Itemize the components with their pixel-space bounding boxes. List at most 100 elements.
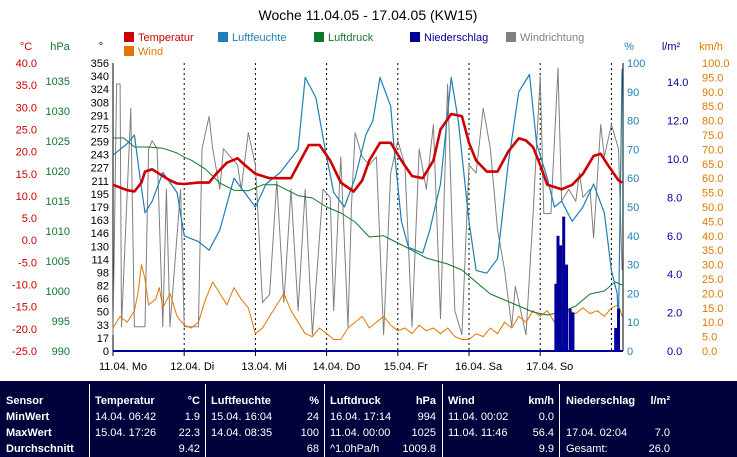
temperature-tick: 5.0 [22,213,37,225]
column-divider [89,384,90,457]
humidity-tick: 20 [627,288,639,300]
temperature-tick: 0.0 [22,235,37,247]
humidity-tick: 60 [627,173,639,185]
table-cell-press-val: 994 [417,411,436,423]
table-cell-rain-time: 17.04. 02:04 [566,427,628,439]
table-cell-rain-val: 7.0 [654,427,670,439]
temperature-line [112,112,623,193]
pressure-tick: 1005 [46,256,70,268]
direction-tick: 356 [91,58,109,70]
wind-tick: 20.0 [702,288,723,300]
table-cell-press-val: 1025 [411,427,436,439]
wind-tick: 100.0 [702,58,730,70]
direction-tick: 275 [91,123,109,135]
wind-tick: 55.0 [702,188,723,200]
direction-tick: 340 [91,71,109,83]
wind-tick: 65.0 [702,159,723,171]
table-cell-wind-time: 11.04. 00:02 [448,411,509,423]
pressure-axis-unit: hPa [50,41,70,53]
precipitation-bar [562,216,566,351]
precipitation-tick: 12.0 [667,116,688,128]
wind-tick: 80.0 [702,116,723,128]
header-wind: Wind [448,395,475,407]
direction-tick: 130 [91,241,109,253]
direction-tick: 195 [91,189,109,201]
header-precipitation: Niederschlag [566,395,636,407]
table-cell-rain-time: Gesamt: [566,443,608,455]
header-pressure-unit: hPa [415,395,436,407]
wind-axis-unit: km/h [699,41,723,53]
x-label: 12.04. Di [170,361,214,373]
header-humidity-unit: % [309,395,319,407]
temperature-tick: 25.0 [16,124,37,136]
legend-swatch [218,32,228,42]
humidity-tick: 80 [627,116,639,128]
pressure-tick: 1030 [46,106,70,118]
direction-tick: 17 [97,333,109,345]
legend-label: Luftdruck [328,32,374,44]
legend-swatch [314,32,324,42]
wind-tick: 45.0 [702,216,723,228]
table-cell-temp-val: 1.9 [184,411,200,423]
direction-tick: 33 [97,320,109,332]
direction-tick: 163 [91,215,109,227]
table-cell-press-val: 1009.8 [402,443,436,455]
wind-tick: 30.0 [702,260,723,272]
temperature-tick: -20.0 [12,324,37,336]
legend-label: Luftfeuchte [232,32,286,44]
humidity-tick: 100 [627,58,645,70]
precipitation-bar [554,283,558,351]
x-label: 11.04. Mo [99,361,147,373]
direction-tick: 66 [97,294,109,306]
wind-tick: 0.0 [702,346,717,358]
table-cell-temp-time: 15.04. 17:26 [95,427,157,439]
temperature-tick: 10.0 [16,191,37,203]
column-divider [442,384,443,457]
chart-title: Woche 11.04.05 - 17.04.05 (KW15) [259,7,478,23]
humidity-tick: 70 [627,144,639,156]
direction-tick: 179 [91,202,109,214]
x-label: 16.04. Sa [455,361,503,373]
precipitation-bar [614,327,618,351]
pressure-tick: 1010 [46,226,70,238]
humidity-tick: 30 [627,260,639,272]
temperature-tick: 35.0 [16,80,37,92]
precipitation-tick: 4.0 [667,269,682,281]
direction-tick: 259 [91,137,109,149]
pressure-tick: 1020 [46,166,70,178]
table-cell-hum-time: 14.04. 08:35 [211,427,273,439]
pressure-tick: 1015 [46,196,70,208]
wind-tick: 75.0 [702,130,723,142]
humidity-axis-unit: % [624,41,634,53]
precipitation-tick: 8.0 [667,192,682,204]
temperature-tick: 40.0 [16,58,37,70]
legend-label: Niederschlag [424,32,488,44]
table-cell-hum-time: 15.04. 16:04 [211,411,273,423]
pressure-tick: 1025 [46,136,70,148]
direction-axis-unit: ° [99,41,103,53]
precipitation-tick: 10.0 [667,154,688,166]
temperature-tick: 30.0 [16,102,37,114]
direction-tick: 291 [91,110,109,122]
table-cell-hum-val: 100 [300,427,319,439]
header-humidity: Luftfeuchte [211,395,271,407]
x-label: 15.04. Fr [384,361,428,373]
table-cell-hum-val: 24 [306,411,319,423]
table-cell-rain-val: 26.0 [648,443,670,455]
precipitation-axis-unit: l/m² [662,41,681,53]
direction-tick: 146 [91,228,109,240]
table-cell-label: MaxWert [6,427,52,439]
precipitation-tick: 0.0 [667,346,682,358]
header-sensor: Sensor [6,395,44,407]
wind-tick: 40.0 [702,231,723,243]
table-cell-label: MinWert [6,411,50,423]
legend-label: Temperatur [138,32,194,44]
humidity-line [112,68,623,323]
statistics-table: Sensor Temperatur °C Luftfeuchte % Luftd… [0,381,737,457]
precipitation-bar [571,312,575,351]
wind-tick: 95.0 [702,72,723,84]
direction-tick: 243 [91,150,109,162]
humidity-tick: 0 [627,346,633,358]
wind-tick: 10.0 [702,317,723,329]
direction-tick: 50 [97,307,109,319]
